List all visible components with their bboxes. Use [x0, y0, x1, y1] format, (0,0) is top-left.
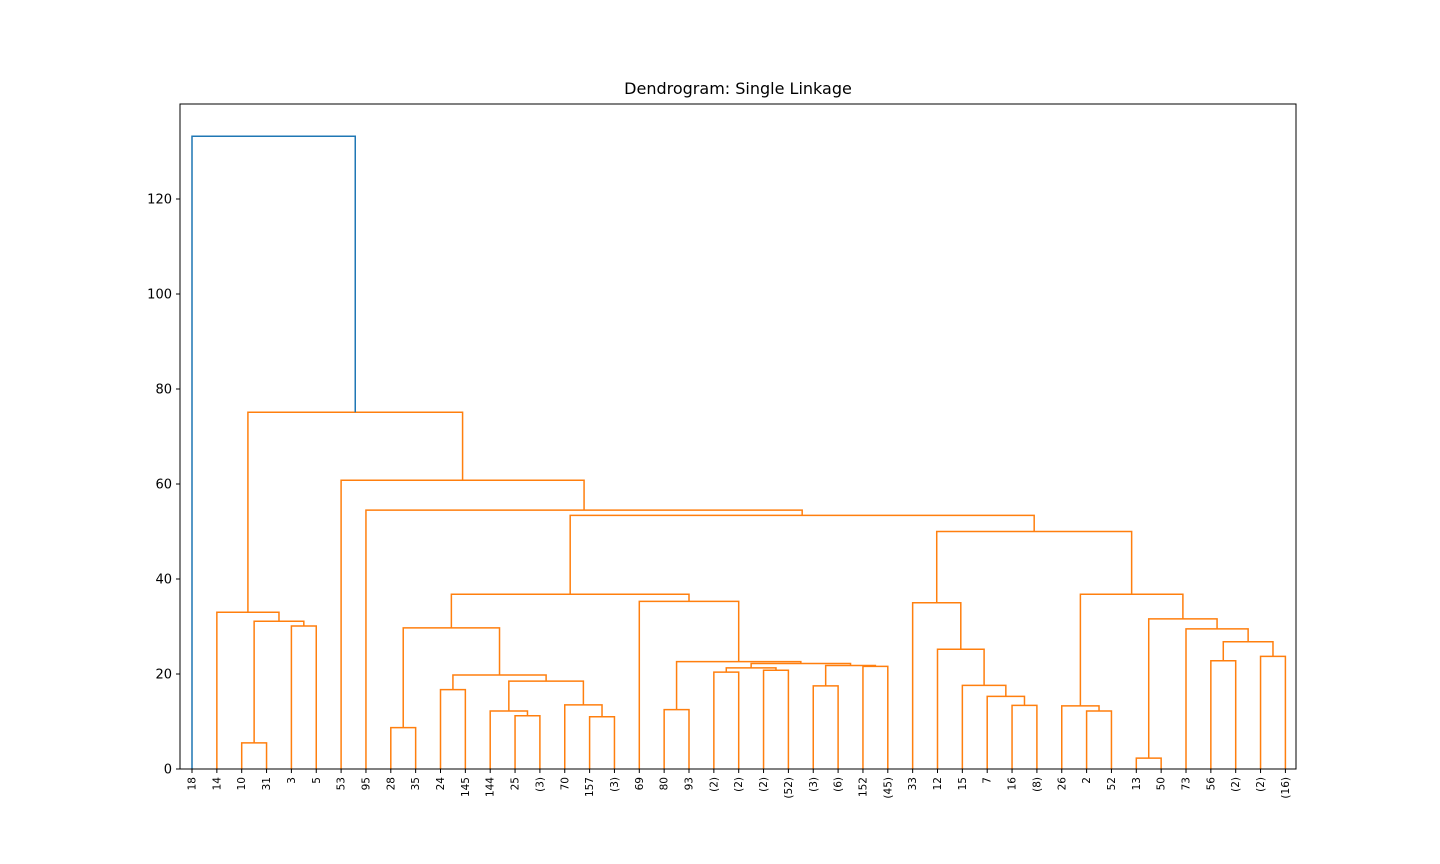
dendrogram-link: [663, 708, 690, 769]
leaf-label: 10: [236, 777, 248, 790]
leaf-label: 3: [286, 777, 298, 784]
y-axis: 0 20 40 60 80 100 120: [147, 193, 180, 778]
y-tick-label: 0: [164, 763, 172, 778]
dendrogram-link: [365, 509, 803, 769]
dendrogram-link: [290, 625, 317, 769]
leaf-label: 14: [211, 777, 223, 791]
y-tick-label: 60: [155, 478, 172, 493]
dendrogram-link: [986, 695, 1026, 769]
dendrogram-link: [588, 716, 616, 769]
leaf-label: (3): [534, 777, 546, 792]
leaf-label: (8): [1031, 777, 1043, 792]
dendrogram-link: [1259, 655, 1287, 769]
dendrogram-link: [439, 688, 467, 769]
y-tick-label: 120: [147, 193, 172, 208]
leaf-label: (6): [833, 777, 845, 792]
leaf-label: 53: [336, 777, 348, 790]
leaf-label: 93: [684, 777, 696, 790]
chart-title: Dendrogram: Single Linkage: [624, 79, 852, 98]
leaf-label: 157: [584, 777, 596, 797]
dendrogram-link: [489, 710, 529, 769]
leaf-label: (2): [1230, 777, 1242, 792]
leaf-label: 50: [1156, 777, 1168, 790]
leaf-label: 70: [559, 777, 571, 790]
dendrogram-link: [402, 627, 501, 728]
leaf-label: 26: [1056, 777, 1068, 791]
leaf-label: 2: [1081, 777, 1093, 784]
dendrogram-link: [961, 684, 1007, 769]
dendrogram-link: [450, 593, 690, 628]
leaf-label: 80: [659, 777, 671, 790]
dendrogram-link: [1210, 659, 1237, 769]
leaf-label: 18: [187, 777, 199, 790]
y-tick-label: 100: [147, 288, 172, 303]
dendrogram-link: [1222, 640, 1274, 661]
leaf-label: (3): [808, 777, 820, 792]
leaf-label: 144: [485, 777, 497, 797]
leaf-label: 28: [385, 777, 397, 790]
leaf-label: 95: [360, 777, 372, 790]
leaf-label: 7: [982, 777, 994, 784]
leaf-label: 56: [1205, 777, 1217, 791]
dendrogram-link: [762, 669, 790, 769]
dendrogram-link: [935, 530, 1133, 603]
leaf-label: (16): [1280, 777, 1292, 799]
leaf-label: 12: [932, 777, 944, 790]
leaf-label: 52: [1106, 777, 1118, 790]
dendrogram-link: [1147, 618, 1218, 759]
dendrogram-link: [862, 665, 889, 769]
leaf-label: 13: [1131, 777, 1143, 790]
dendrogram-link: [1185, 628, 1249, 769]
dendrogram-link: [247, 411, 464, 613]
leaf-label: 35: [410, 777, 422, 790]
leaf-label: (2): [758, 777, 770, 792]
dendrogram-link: [1135, 757, 1162, 769]
leaf-label: 69: [634, 777, 646, 790]
leaf-label: 5: [311, 777, 323, 784]
dendrogram-link: [564, 704, 603, 769]
dendrogram-link: [191, 135, 356, 769]
leaf-label: (45): [882, 777, 894, 799]
leaf-label: 145: [460, 777, 472, 797]
leaf-label: 24: [435, 777, 447, 791]
dendrogram-link: [1061, 705, 1100, 769]
dendrogram-link: [1011, 704, 1038, 769]
leaf-label: (2): [733, 777, 745, 792]
leaf-label: 73: [1181, 777, 1193, 790]
dendrogram-link: [240, 742, 268, 769]
leaf-label: 31: [261, 777, 273, 790]
dendrogram-link: [390, 726, 417, 769]
dendrogram-link: [340, 479, 585, 769]
dendrogram-link: [1079, 593, 1184, 706]
plot-frame: [179, 103, 1297, 770]
leaf-label: (2): [1255, 777, 1267, 792]
dendrogram-link: [508, 680, 585, 712]
x-axis: 18 14 10 31 3 5 53 95 28 35 24 145 144 25 (3) 70 157 (3) 6…: [187, 769, 1292, 799]
dendrogram-link: [1085, 710, 1113, 769]
dendrogram-link: [253, 620, 305, 743]
leaf-label: 152: [857, 777, 869, 797]
leaf-label: (3): [609, 777, 621, 792]
y-tick-label: 40: [155, 573, 172, 588]
dendrogram-link: [452, 674, 547, 690]
leaf-label: 33: [907, 777, 919, 790]
leaf-label: 16: [1007, 777, 1019, 791]
leaf-label: 25: [510, 777, 522, 790]
y-tick-label: 80: [155, 383, 172, 398]
dendrogram-link: [216, 611, 280, 769]
dendrogram-links: [191, 135, 1287, 769]
y-tick-label: 20: [155, 668, 172, 683]
dendrogram-link: [514, 715, 541, 769]
dendrogram-link: [812, 685, 839, 769]
leaf-label: (2): [708, 777, 720, 792]
leaf-label: 15: [957, 777, 969, 790]
dendrogram-link: [713, 671, 740, 769]
dendrogram-link: [911, 602, 962, 769]
dendrogram-link: [824, 664, 877, 686]
dendrogram-link: [569, 514, 1035, 595]
dendrogram-link: [936, 648, 985, 769]
leaf-label: (52): [783, 777, 795, 799]
